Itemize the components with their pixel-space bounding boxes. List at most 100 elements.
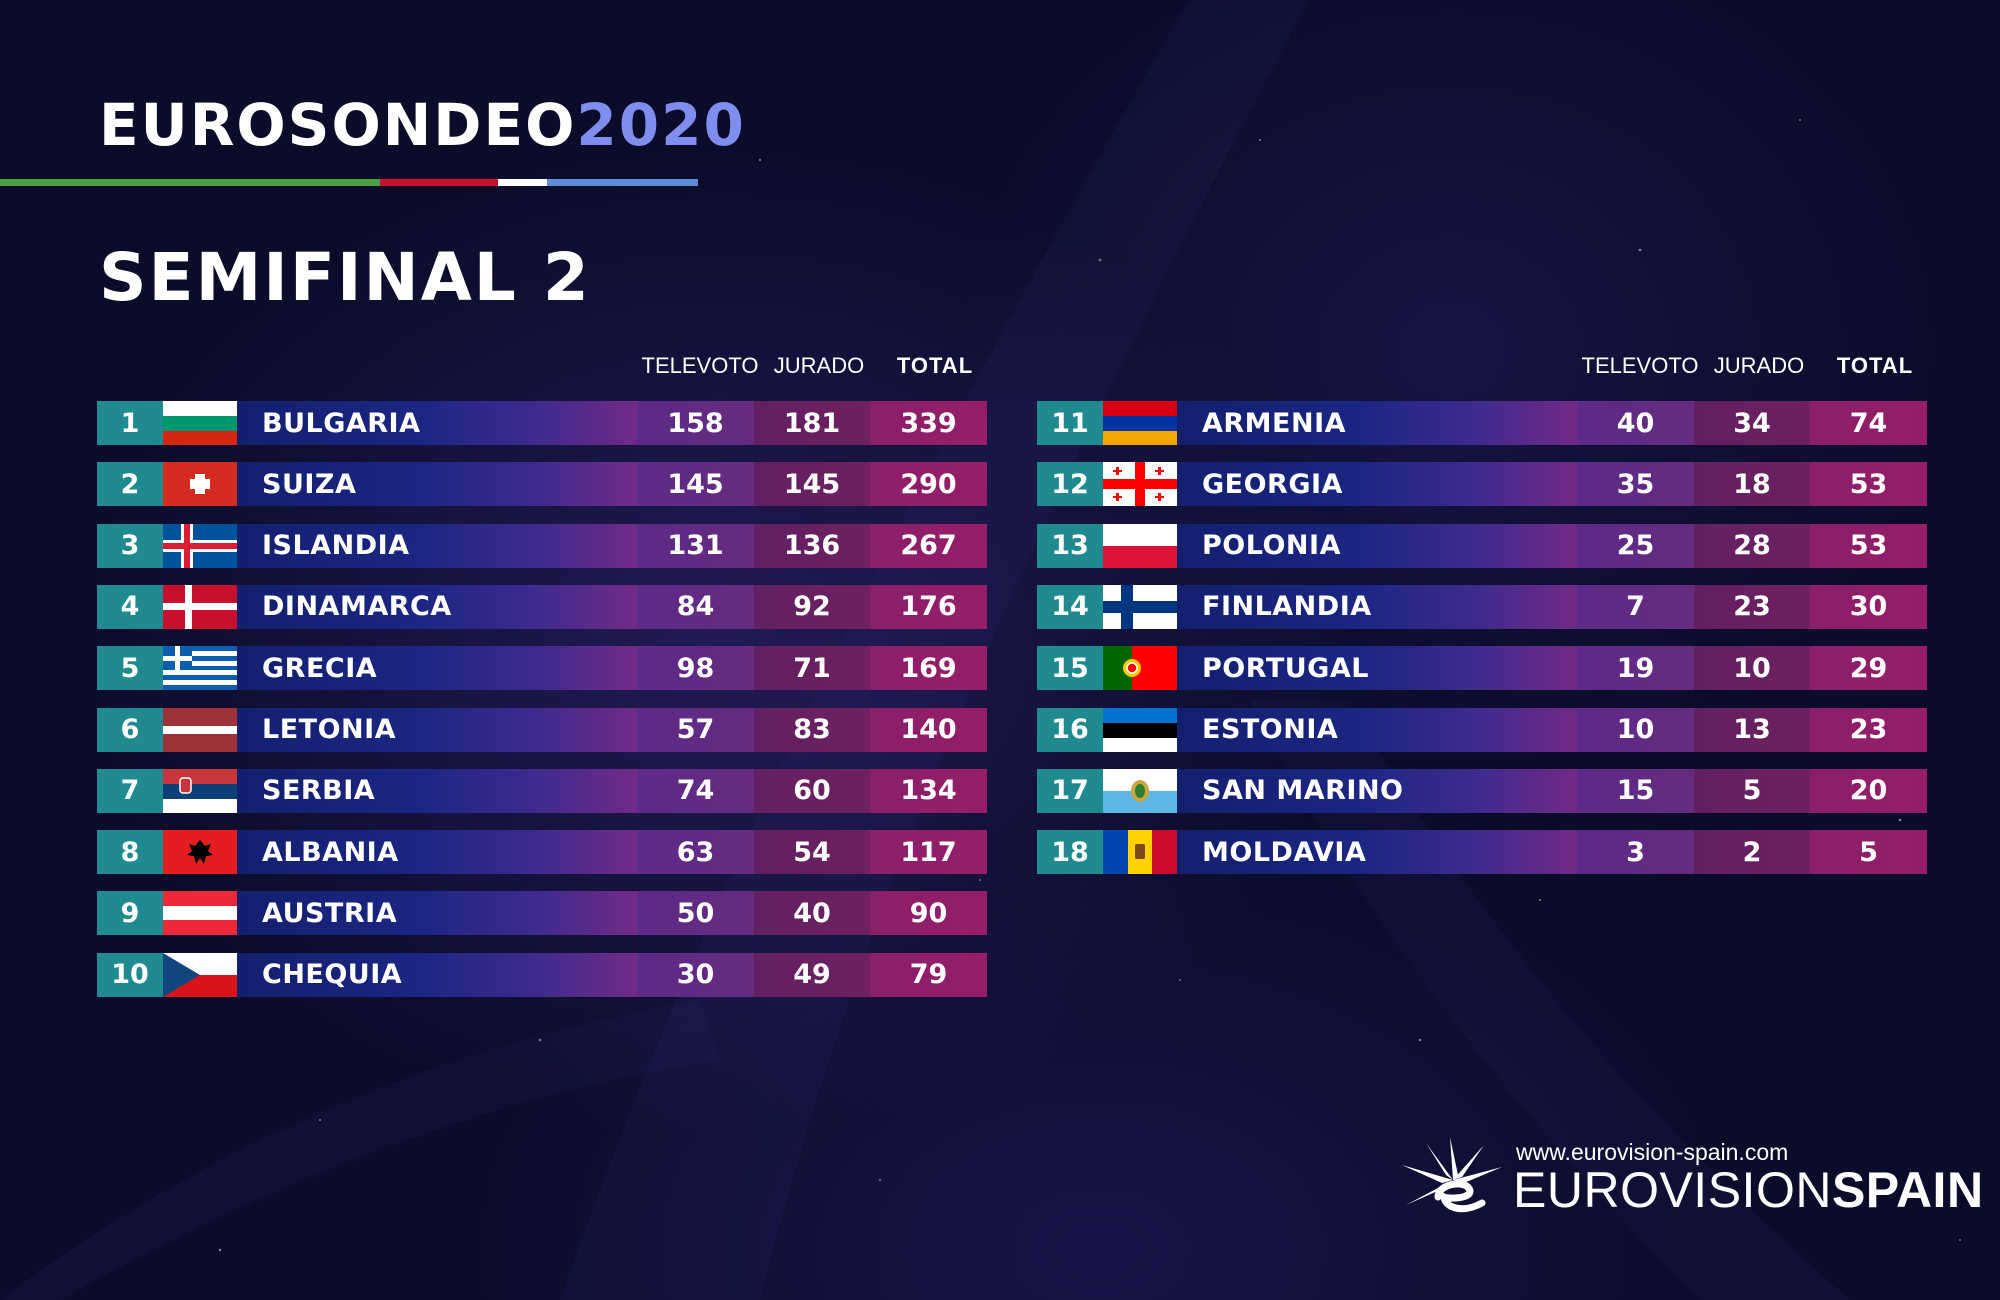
table-row: 9 AUSTRIA 50 40 90	[97, 891, 987, 936]
col-header-jurado-left: JURADO	[773, 353, 865, 378]
jurado-score: 40	[754, 891, 870, 936]
rank-number: 14	[1037, 584, 1103, 629]
country-name: MOLDAVIA	[1177, 830, 1577, 875]
country-name: ESTONIA	[1177, 707, 1577, 752]
table-row: 3 ISLANDIA 131 136 267	[97, 523, 987, 568]
table-row: 1 BULGARIA 158 181 339	[97, 401, 987, 445]
estonia-flag	[1103, 707, 1177, 752]
jurado-score: 60	[754, 768, 870, 813]
stripe-green	[0, 179, 380, 186]
rank-number: 8	[97, 830, 163, 875]
brand-name: EUROSONDEO	[99, 91, 577, 159]
stripe-red	[380, 179, 498, 186]
country-name: SERBIA	[237, 768, 637, 813]
total-score: 117	[870, 830, 987, 875]
czechia-flag	[163, 952, 237, 997]
table-row: 18 MOLDAVIA 3 2 5	[1037, 830, 1927, 875]
table-row: 15 PORTUGAL 19 10 29	[1037, 646, 1927, 691]
latvia-flag	[163, 707, 237, 752]
georgia-flag	[1103, 462, 1177, 507]
rank-number: 13	[1037, 523, 1103, 568]
country-name: PORTUGAL	[1177, 646, 1577, 691]
page-title: SEMIFINAL 2	[99, 239, 591, 316]
jurado-score: 10	[1694, 646, 1810, 691]
footer-url[interactable]: www.eurovision-spain.com	[1516, 1139, 1789, 1165]
san-marino-flag	[1103, 768, 1177, 813]
rank-number: 6	[97, 707, 163, 752]
televoto-score: 63	[637, 830, 754, 875]
televoto-score: 35	[1577, 462, 1694, 507]
footer-brand: EUROVISIONSPAIN	[1513, 1162, 1984, 1218]
portugal-flag	[1103, 646, 1177, 691]
country-name: ARMENIA	[1177, 401, 1577, 445]
table-row: 6 LETONIA 57 83 140	[97, 707, 987, 752]
country-name: GEORGIA	[1177, 462, 1577, 507]
country-name: POLONIA	[1177, 523, 1577, 568]
table-row: 5 GRECIA 98 71 169	[97, 646, 987, 691]
televoto-score: 25	[1577, 523, 1694, 568]
jurado-score: 28	[1694, 523, 1810, 568]
iceland-flag	[163, 523, 237, 568]
jurado-score: 92	[754, 584, 870, 629]
rank-number: 1	[97, 401, 163, 445]
footer-brand-bold: SPAIN	[1831, 1162, 1984, 1218]
brand-year: 2020	[576, 91, 746, 159]
total-score: 79	[870, 952, 987, 997]
rank-number: 12	[1037, 462, 1103, 507]
rank-number: 5	[97, 646, 163, 691]
jurado-score: 54	[754, 830, 870, 875]
table-row: 17 SAN MARINO 15 5 20	[1037, 768, 1927, 813]
jurado-score: 23	[1694, 584, 1810, 629]
televoto-score: 98	[637, 646, 754, 691]
total-score: 290	[870, 462, 987, 507]
televoto-score: 57	[637, 707, 754, 752]
country-name: BULGARIA	[237, 401, 637, 445]
televoto-score: 15	[1577, 768, 1694, 813]
jurado-score: 2	[1694, 830, 1810, 875]
rank-number: 11	[1037, 401, 1103, 445]
televoto-score: 10	[1577, 707, 1694, 752]
rank-number: 16	[1037, 707, 1103, 752]
table-row: 8 ALBANIA 63 54 117	[97, 830, 987, 875]
televoto-score: 74	[637, 768, 754, 813]
jurado-score: 49	[754, 952, 870, 997]
denmark-flag	[163, 584, 237, 629]
greece-flag	[163, 646, 237, 691]
stripe-blue	[547, 179, 698, 186]
televoto-score: 40	[1577, 401, 1694, 445]
jurado-score: 13	[1694, 707, 1810, 752]
total-score: 23	[1810, 707, 1927, 752]
total-score: 169	[870, 646, 987, 691]
jurado-score: 71	[754, 646, 870, 691]
country-name: ISLANDIA	[237, 523, 637, 568]
rank-number: 17	[1037, 768, 1103, 813]
total-score: 5	[1810, 830, 1927, 875]
total-score: 74	[1810, 401, 1927, 445]
albania-flag	[163, 830, 237, 875]
table-row: 14 FINLANDIA 7 23 30	[1037, 584, 1927, 629]
poland-flag	[1103, 523, 1177, 568]
rank-number: 2	[97, 462, 163, 507]
col-header-total-left: TOTAL	[896, 353, 974, 378]
bulgaria-flag	[163, 401, 237, 445]
rank-number: 15	[1037, 646, 1103, 691]
switzerland-flag	[163, 462, 237, 507]
col-header-televoto-left: TELEVOTO	[641, 353, 759, 378]
table-row: 2 SUIZA 145 145 290	[97, 462, 987, 507]
table-row: 13 POLONIA 25 28 53	[1037, 523, 1927, 568]
rank-number: 4	[97, 584, 163, 629]
rank-number: 7	[97, 768, 163, 813]
country-name: SAN MARINO	[1177, 768, 1577, 813]
rank-number: 10	[97, 952, 163, 997]
jurado-score: 145	[754, 462, 870, 507]
table-row: 16 ESTONIA 10 13 23	[1037, 707, 1927, 752]
jurado-score: 136	[754, 523, 870, 568]
table-row: 11 ARMENIA 40 34 74	[1037, 401, 1927, 445]
serbia-flag	[163, 768, 237, 813]
total-score: 140	[870, 707, 987, 752]
col-header-televoto-right: TELEVOTO	[1581, 353, 1699, 378]
total-score: 176	[870, 584, 987, 629]
jurado-score: 34	[1694, 401, 1810, 445]
country-name: ALBANIA	[237, 830, 637, 875]
total-score: 29	[1810, 646, 1927, 691]
